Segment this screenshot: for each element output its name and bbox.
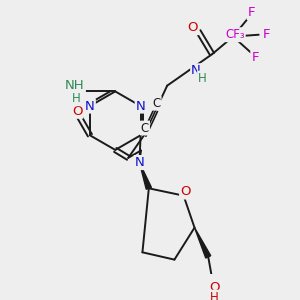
Text: CF₃: CF₃	[225, 28, 245, 41]
Text: O: O	[209, 280, 220, 293]
Text: F: F	[248, 6, 255, 19]
Polygon shape	[194, 228, 211, 258]
Text: F: F	[251, 51, 259, 64]
Text: N: N	[85, 100, 95, 112]
Text: H: H	[198, 72, 207, 85]
Text: H: H	[210, 291, 219, 300]
Text: C: C	[141, 122, 149, 134]
Text: O: O	[188, 21, 198, 34]
Text: N: N	[135, 156, 144, 169]
Text: N: N	[191, 64, 201, 77]
Text: O: O	[72, 105, 83, 118]
Text: F: F	[262, 28, 270, 41]
Polygon shape	[140, 163, 152, 189]
Text: N: N	[136, 100, 146, 112]
Text: C: C	[152, 97, 160, 110]
Text: O: O	[180, 185, 190, 199]
Text: NH: NH	[65, 80, 85, 92]
Text: H: H	[72, 92, 80, 105]
